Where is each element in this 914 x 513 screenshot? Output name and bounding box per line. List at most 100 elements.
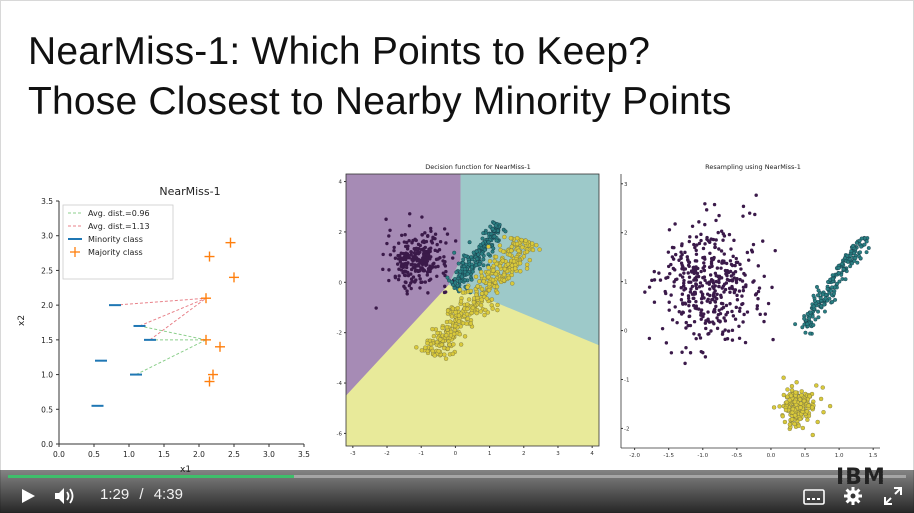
point-class-0 (699, 269, 703, 274)
point-class-0 (738, 306, 742, 311)
point-class-0 (429, 229, 433, 233)
point-class-0 (720, 332, 725, 336)
point-class-0 (682, 271, 686, 275)
point-class-0 (712, 291, 716, 295)
point-class-2 (497, 263, 503, 269)
point-class-0 (687, 314, 692, 318)
point-class-0 (693, 276, 697, 281)
point-class-0 (442, 255, 446, 259)
distance-line-red (139, 297, 207, 327)
play-icon[interactable] (20, 488, 36, 504)
volume-icon[interactable] (54, 487, 78, 505)
point-class-0 (453, 239, 458, 243)
point-class-1 (802, 316, 807, 321)
progress-track[interactable] (8, 475, 906, 478)
point-class-0 (717, 274, 722, 279)
point-class-1 (449, 279, 454, 284)
point-class-0 (743, 340, 748, 345)
point-class-1 (835, 281, 839, 286)
point-class-0 (687, 299, 692, 304)
point-class-0 (689, 287, 693, 291)
point-class-0 (681, 310, 685, 315)
point-class-2 (783, 407, 789, 413)
point-class-0 (702, 275, 707, 279)
point-class-1 (818, 296, 823, 300)
point-class-2 (444, 333, 449, 338)
point-class-0 (758, 312, 762, 317)
y-tick-label: 1.5 (41, 336, 53, 345)
point-class-2 (514, 241, 520, 247)
point-class-0 (398, 260, 403, 264)
point-class-0 (728, 290, 732, 294)
point-class-1 (862, 242, 867, 247)
point-class-0 (443, 260, 447, 264)
point-class-0 (693, 291, 697, 295)
point-class-0 (732, 238, 736, 243)
point-class-1 (845, 253, 850, 258)
point-class-0 (427, 247, 431, 251)
settings-icon[interactable] (843, 486, 863, 506)
majority-point (201, 293, 211, 304)
point-class-0 (771, 337, 775, 342)
point-class-0 (739, 267, 743, 271)
point-class-1 (454, 270, 459, 275)
point-class-0 (426, 291, 430, 295)
chart2-frame (345, 173, 600, 447)
point-class-1 (819, 304, 824, 309)
point-class-0 (409, 250, 413, 254)
point-class-1 (800, 325, 805, 330)
point-class-0 (733, 317, 738, 321)
x-tick-label: 2 (522, 451, 526, 457)
fullscreen-icon[interactable] (884, 487, 902, 505)
point-class-0 (422, 240, 426, 245)
point-class-0 (403, 233, 407, 237)
point-class-0 (428, 257, 432, 261)
point-class-2 (505, 262, 511, 267)
point-class-2 (515, 236, 520, 241)
point-class-0 (409, 262, 413, 267)
point-class-0 (692, 242, 696, 247)
point-class-0 (741, 301, 745, 306)
point-class-2 (464, 312, 470, 317)
point-class-2 (801, 398, 807, 404)
captions-icon[interactable] (803, 489, 825, 505)
point-class-0 (425, 253, 430, 257)
nearmiss-chart: NearMiss-1 0.0 0.5 1.0 1.5 2.0 2.5 3.0 3.5 0.0 0.… (17, 185, 310, 475)
point-class-0 (687, 303, 691, 308)
point-class-2 (797, 416, 803, 422)
point-class-0 (693, 271, 698, 275)
point-class-0 (741, 214, 745, 218)
point-class-1 (830, 285, 834, 290)
point-class-2 (490, 277, 496, 283)
point-class-0 (397, 241, 401, 245)
point-class-2 (527, 257, 532, 263)
point-class-0 (680, 292, 685, 296)
point-class-2 (524, 249, 530, 254)
point-class-1 (475, 256, 480, 261)
point-class-2 (525, 262, 530, 267)
x-tick-label: 0.5 (88, 450, 100, 459)
point-class-2 (827, 403, 833, 409)
point-class-0 (694, 286, 699, 291)
point-class-2 (455, 305, 460, 311)
point-class-0 (393, 256, 398, 260)
point-class-1 (494, 238, 499, 243)
point-class-1 (490, 226, 495, 231)
point-class-0 (720, 286, 724, 290)
point-class-0 (693, 267, 698, 272)
point-class-0 (698, 281, 703, 285)
point-class-1 (481, 263, 486, 268)
point-class-2 (449, 314, 455, 319)
point-class-0 (717, 284, 721, 289)
point-class-1 (456, 261, 461, 266)
point-class-1 (813, 317, 818, 322)
point-class-0 (424, 262, 429, 266)
point-class-2 (465, 306, 470, 312)
point-class-0 (728, 302, 732, 306)
point-class-0 (751, 280, 755, 284)
point-class-2 (473, 274, 479, 279)
point-class-0 (431, 262, 435, 267)
point-class-0 (750, 250, 755, 254)
y-tick-label: -4 (337, 381, 343, 387)
point-class-2 (495, 290, 500, 295)
